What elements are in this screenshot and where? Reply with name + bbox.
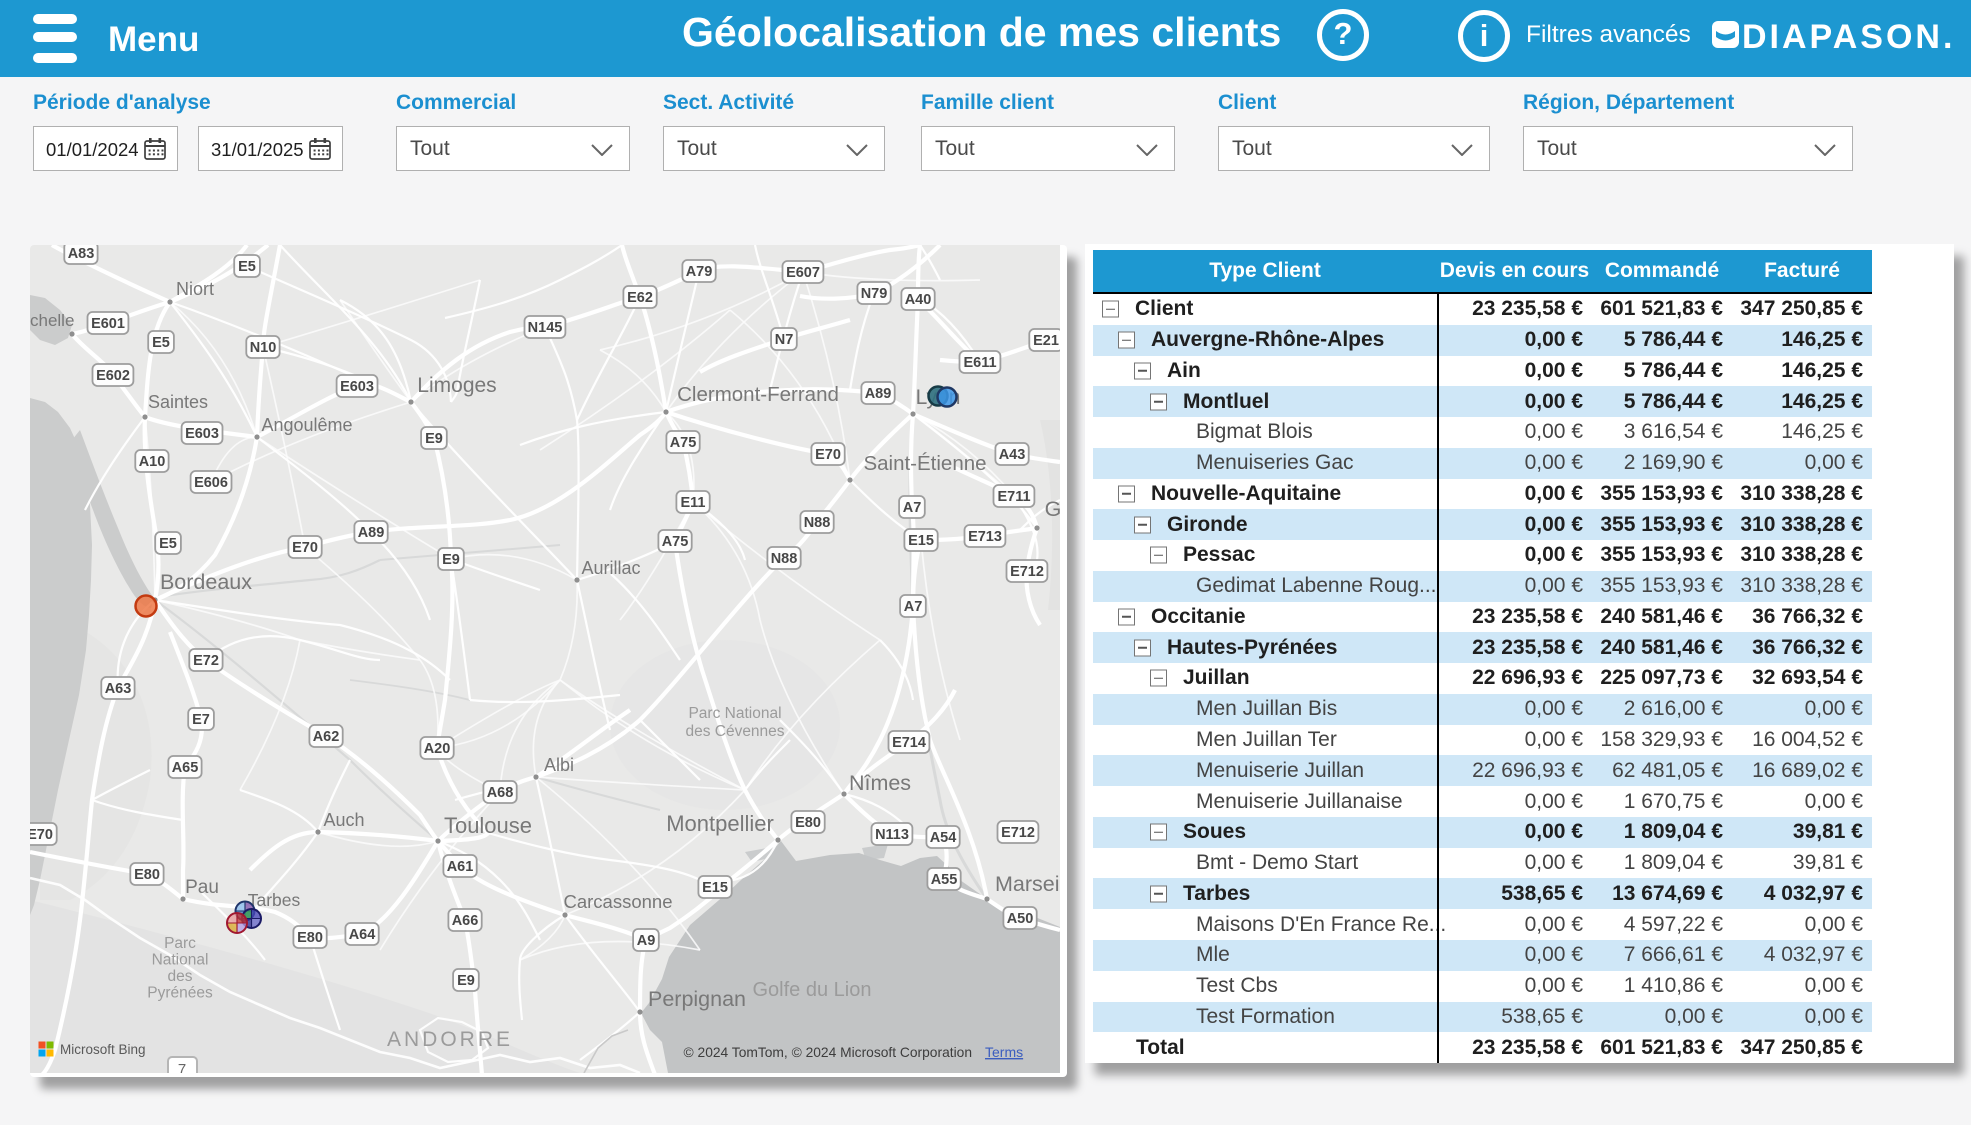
svg-text:N10: N10 bbox=[250, 340, 277, 356]
svg-text:National: National bbox=[152, 952, 209, 969]
svg-text:A40: A40 bbox=[905, 292, 932, 308]
svg-text:E9: E9 bbox=[457, 973, 475, 989]
svg-text:A62: A62 bbox=[313, 729, 340, 745]
svg-text:E713: E713 bbox=[968, 529, 1002, 545]
svg-text:E712: E712 bbox=[1010, 564, 1044, 580]
svg-text:A64: A64 bbox=[349, 927, 376, 943]
svg-text:E70: E70 bbox=[815, 447, 841, 463]
svg-text:des Cévennes: des Cévennes bbox=[685, 723, 784, 740]
svg-text:A7: A7 bbox=[904, 599, 923, 615]
svg-text:A65: A65 bbox=[172, 760, 199, 776]
svg-text:Perpignan: Perpignan bbox=[648, 987, 746, 1011]
svg-text:Parc: Parc bbox=[164, 935, 196, 952]
svg-text:N79: N79 bbox=[861, 286, 888, 302]
svg-text:Carcassonne: Carcassonne bbox=[563, 891, 672, 912]
svg-text:A7: A7 bbox=[903, 500, 922, 516]
svg-text:G: G bbox=[1045, 497, 1060, 521]
svg-text:A83: A83 bbox=[68, 246, 95, 262]
svg-text:© 2024 TomTom, © 2024 Microsof: © 2024 TomTom, © 2024 Microsoft Corporat… bbox=[684, 1045, 972, 1060]
svg-text:E606: E606 bbox=[194, 475, 228, 491]
svg-text:Auch: Auch bbox=[323, 810, 364, 830]
svg-text:E603: E603 bbox=[340, 379, 374, 395]
svg-text:Bordeaux: Bordeaux bbox=[160, 570, 252, 594]
svg-text:chelle: chelle bbox=[30, 311, 74, 330]
svg-text:des: des bbox=[168, 968, 193, 985]
svg-text:A68: A68 bbox=[487, 785, 514, 801]
svg-text:N145: N145 bbox=[528, 320, 563, 336]
svg-text:Pyrénées: Pyrénées bbox=[147, 985, 213, 1002]
svg-text:E21: E21 bbox=[1033, 333, 1059, 349]
svg-text:A89: A89 bbox=[865, 386, 892, 402]
svg-text:E80: E80 bbox=[297, 930, 323, 946]
svg-text:Angoulême: Angoulême bbox=[261, 415, 352, 435]
svg-text:A9: A9 bbox=[637, 933, 656, 949]
svg-text:Marsei: Marsei bbox=[995, 872, 1060, 896]
svg-text:A54: A54 bbox=[930, 830, 957, 846]
svg-text:E80: E80 bbox=[134, 867, 160, 883]
svg-text:E15: E15 bbox=[702, 880, 728, 896]
svg-text:E611: E611 bbox=[963, 355, 996, 371]
svg-text:A66: A66 bbox=[452, 913, 479, 929]
svg-text:Nîmes: Nîmes bbox=[849, 771, 911, 795]
svg-text:E70: E70 bbox=[292, 540, 318, 556]
svg-text:A43: A43 bbox=[999, 447, 1026, 463]
svg-text:E62: E62 bbox=[627, 290, 653, 306]
svg-text:A75: A75 bbox=[670, 435, 697, 451]
svg-text:E711: E711 bbox=[997, 489, 1030, 505]
svg-text:Golfe du Lion: Golfe du Lion bbox=[753, 979, 872, 1001]
svg-text:E11: E11 bbox=[681, 495, 706, 511]
svg-text:A55: A55 bbox=[931, 872, 958, 888]
svg-text:A79: A79 bbox=[686, 264, 713, 280]
svg-text:A50: A50 bbox=[1007, 911, 1034, 927]
svg-text:A75: A75 bbox=[662, 534, 689, 550]
svg-text:N88: N88 bbox=[771, 551, 798, 567]
svg-text:DIAPASON.: DIAPASON. bbox=[1742, 18, 1955, 56]
svg-text:A63: A63 bbox=[105, 681, 132, 697]
svg-text:E7: E7 bbox=[192, 712, 210, 728]
svg-text:Montpellier: Montpellier bbox=[666, 811, 774, 836]
svg-text:E714: E714 bbox=[892, 735, 926, 751]
svg-text:A10: A10 bbox=[139, 454, 166, 470]
svg-text:Saintes: Saintes bbox=[148, 392, 208, 412]
svg-text:A61: A61 bbox=[447, 859, 474, 875]
svg-text:Niort: Niort bbox=[176, 279, 214, 299]
svg-text:Toulouse: Toulouse bbox=[444, 813, 532, 838]
svg-text:E5: E5 bbox=[238, 259, 256, 275]
svg-text:Terms: Terms bbox=[985, 1044, 1023, 1060]
svg-text:E601: E601 bbox=[91, 316, 125, 332]
svg-text:Saint-Étienne: Saint-Étienne bbox=[863, 452, 986, 475]
svg-text:N88: N88 bbox=[804, 515, 831, 531]
svg-text:Albi: Albi bbox=[544, 755, 574, 775]
svg-text:A20: A20 bbox=[424, 741, 451, 757]
svg-text:E712: E712 bbox=[1001, 825, 1035, 841]
svg-text:N7: N7 bbox=[775, 332, 794, 348]
svg-text:E9: E9 bbox=[442, 552, 460, 568]
svg-text:Clermont-Ferrand: Clermont-Ferrand bbox=[677, 383, 839, 406]
svg-text:E72: E72 bbox=[193, 653, 219, 669]
svg-text:Limoges: Limoges bbox=[417, 374, 496, 397]
svg-text:E70: E70 bbox=[30, 827, 53, 843]
svg-text:E5: E5 bbox=[159, 536, 177, 552]
svg-text:Tarbes: Tarbes bbox=[248, 890, 301, 910]
svg-text:E5: E5 bbox=[152, 335, 170, 351]
svg-text:7: 7 bbox=[178, 1061, 186, 1073]
svg-text:E15: E15 bbox=[908, 533, 934, 549]
svg-text:Pau: Pau bbox=[185, 877, 219, 898]
svg-text:Aurillac: Aurillac bbox=[581, 558, 640, 578]
svg-text:Parc National: Parc National bbox=[688, 705, 781, 722]
svg-text:E603: E603 bbox=[185, 426, 219, 442]
svg-text:ANDORRE: ANDORRE bbox=[387, 1028, 513, 1051]
svg-text:Microsoft Bing: Microsoft Bing bbox=[60, 1042, 146, 1057]
svg-text:N113: N113 bbox=[875, 827, 909, 843]
svg-text:A89: A89 bbox=[358, 525, 385, 541]
svg-text:E607: E607 bbox=[786, 265, 820, 281]
svg-text:E80: E80 bbox=[795, 815, 821, 831]
svg-text:E9: E9 bbox=[425, 431, 443, 447]
svg-text:E602: E602 bbox=[96, 368, 130, 384]
